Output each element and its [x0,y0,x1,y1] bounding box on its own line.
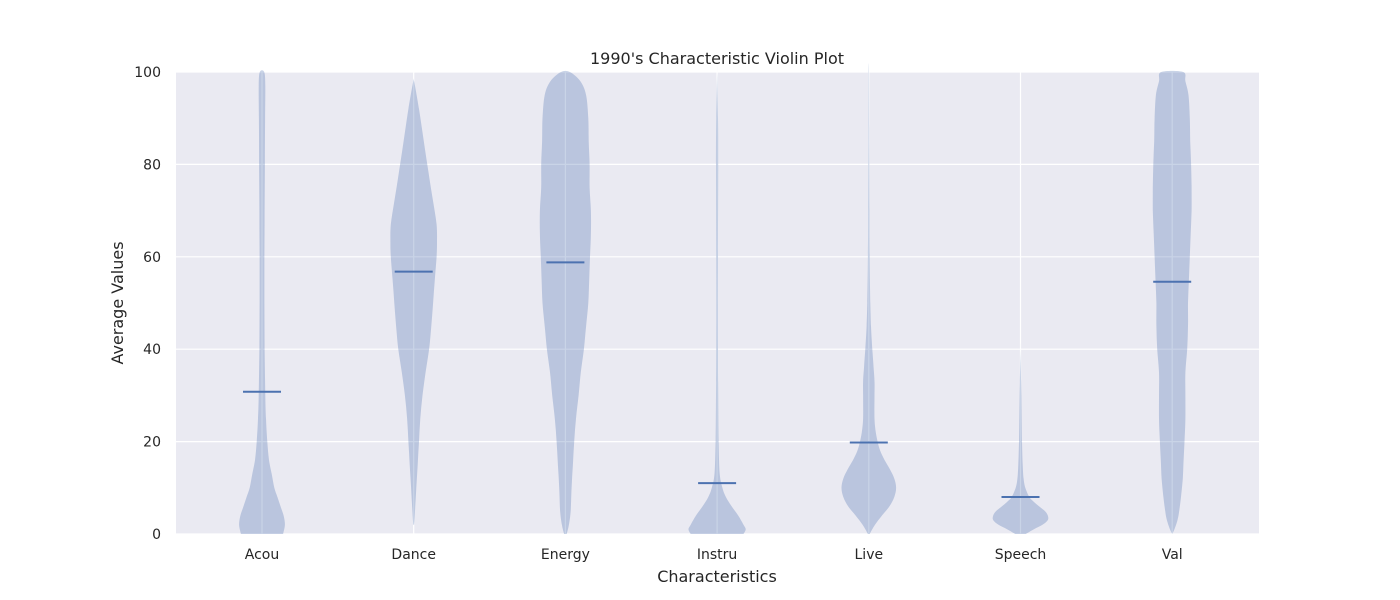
y-tick-label: 0 [152,527,161,543]
y-tick-label: 40 [143,342,161,358]
violin-val [1152,70,1192,534]
y-tick-label: 100 [134,65,161,81]
x-tick-label: Dance [391,547,436,563]
chart-title: 1990's Characteristic Violin Plot [590,49,844,68]
violin-instru [688,66,746,534]
violin-energy [539,70,592,534]
x-tick-label: Val [1162,547,1183,563]
violin-live [841,63,897,535]
y-tick-label: 60 [143,250,161,266]
x-gridlines [261,72,1173,534]
y-tick-label: 20 [143,435,161,451]
mean-lines [243,261,1192,499]
x-tick-label: Speech [995,547,1047,563]
x-tick-label: Instru [697,547,737,563]
y-axis-label: Average Values [108,241,127,364]
violin-speech [992,343,1049,534]
y-tick-label: 80 [143,157,161,173]
x-axis-label: Characteristics [657,567,777,586]
violins [239,63,1192,535]
violin-dance [390,77,438,525]
x-tick-label: Live [855,547,884,563]
x-tick-labels: Acou Dance Energy Instru Live Speech Val [245,547,1183,563]
y-tick-labels: 0 20 40 60 80 100 [134,65,161,543]
x-tick-label: Energy [541,547,590,563]
violin-acou [239,70,285,534]
x-tick-label: Acou [245,547,279,563]
